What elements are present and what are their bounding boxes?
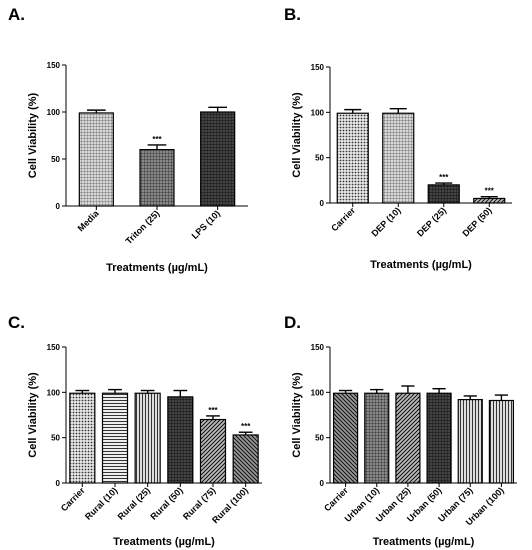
bar bbox=[427, 184, 460, 204]
x-tick-label: Media bbox=[76, 208, 102, 234]
x-tick-label: LPS (10) bbox=[190, 208, 223, 241]
x-tick-label: DEP (50) bbox=[461, 205, 494, 238]
bar bbox=[69, 392, 96, 484]
panel-letter: D. bbox=[284, 313, 301, 332]
bar bbox=[395, 392, 421, 484]
bar bbox=[200, 111, 236, 207]
y-tick-label: 50 bbox=[315, 434, 324, 443]
x-tick-label: Triton (25) bbox=[124, 208, 162, 246]
x-tick-label: Rural (25) bbox=[116, 485, 152, 521]
x-axis-label: Treatments (µg/mL) bbox=[106, 262, 208, 274]
bar bbox=[139, 149, 175, 207]
bar bbox=[473, 197, 506, 204]
x-axis-label: Treatments (µg/mL) bbox=[373, 536, 475, 548]
bar bbox=[336, 112, 369, 204]
y-axis-label: Cell Viability (%) bbox=[27, 92, 39, 178]
y-axis-label: Cell Viability (%) bbox=[291, 372, 303, 458]
bar bbox=[134, 392, 161, 484]
significance-label: *** bbox=[241, 422, 251, 431]
bar bbox=[426, 392, 452, 484]
x-tick-label: Carrier bbox=[59, 485, 87, 513]
y-tick-label: 100 bbox=[47, 388, 61, 397]
significance-label: *** bbox=[152, 135, 162, 144]
x-tick-label: Rural (10) bbox=[83, 485, 119, 521]
y-tick-label: 100 bbox=[47, 108, 61, 117]
panel-letter: C. bbox=[8, 313, 25, 332]
y-tick-label: 0 bbox=[56, 479, 61, 488]
significance-label: *** bbox=[485, 187, 495, 196]
y-tick-label: 50 bbox=[51, 434, 60, 443]
y-tick-label: 150 bbox=[47, 61, 61, 70]
x-tick-label: DEP (10) bbox=[370, 205, 403, 238]
x-tick-label: Carrier bbox=[329, 205, 357, 233]
y-axis-label: Cell Viability (%) bbox=[291, 92, 303, 178]
significance-label: *** bbox=[439, 173, 449, 182]
bar bbox=[167, 396, 194, 484]
chart-panel: A. 0 50 100 150 Cell Viability (%) Media *** Tri… bbox=[8, 5, 248, 274]
x-tick-label: Rural (50) bbox=[148, 485, 184, 521]
chart-panel: B. 0 50 100 150 Cell Viability (%) Carrier DEP … bbox=[284, 5, 512, 271]
x-axis-label: Treatments (µg/mL) bbox=[113, 536, 215, 548]
y-tick-label: 0 bbox=[56, 202, 61, 211]
y-tick-label: 100 bbox=[311, 388, 325, 397]
y-tick-label: 0 bbox=[320, 199, 325, 208]
bar bbox=[488, 399, 515, 484]
y-tick-label: 50 bbox=[315, 154, 324, 163]
x-tick-label: Carrier bbox=[322, 485, 350, 513]
y-tick-label: 150 bbox=[47, 343, 61, 352]
panel-letter: A. bbox=[8, 5, 25, 24]
bar bbox=[382, 112, 415, 204]
bar bbox=[457, 398, 483, 484]
bar bbox=[199, 418, 227, 484]
y-tick-label: 150 bbox=[311, 63, 325, 72]
bar bbox=[232, 434, 259, 484]
y-axis-label: Cell Viability (%) bbox=[27, 372, 39, 458]
panel-letter: B. bbox=[284, 5, 301, 24]
significance-label: *** bbox=[208, 406, 218, 415]
x-tick-label: DEP (25) bbox=[415, 205, 448, 238]
x-axis-label: Treatments (µg/mL) bbox=[370, 259, 472, 271]
y-tick-label: 50 bbox=[51, 155, 60, 164]
y-tick-label: 0 bbox=[320, 479, 325, 488]
bar bbox=[332, 392, 359, 484]
bar bbox=[364, 392, 390, 484]
y-tick-label: 100 bbox=[311, 108, 325, 117]
y-tick-label: 150 bbox=[311, 343, 325, 352]
bar bbox=[101, 392, 129, 484]
bar bbox=[78, 112, 114, 207]
